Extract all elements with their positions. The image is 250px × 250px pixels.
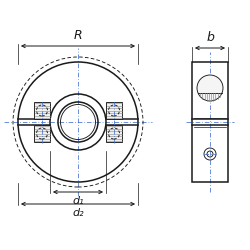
Polygon shape [34, 125, 50, 142]
Polygon shape [106, 125, 122, 142]
Polygon shape [106, 102, 122, 119]
Circle shape [197, 75, 223, 101]
Text: R: R [74, 29, 82, 42]
Text: b: b [206, 31, 214, 44]
Text: d₂: d₂ [72, 208, 84, 218]
Polygon shape [34, 102, 50, 119]
Text: d₁: d₁ [72, 196, 84, 206]
